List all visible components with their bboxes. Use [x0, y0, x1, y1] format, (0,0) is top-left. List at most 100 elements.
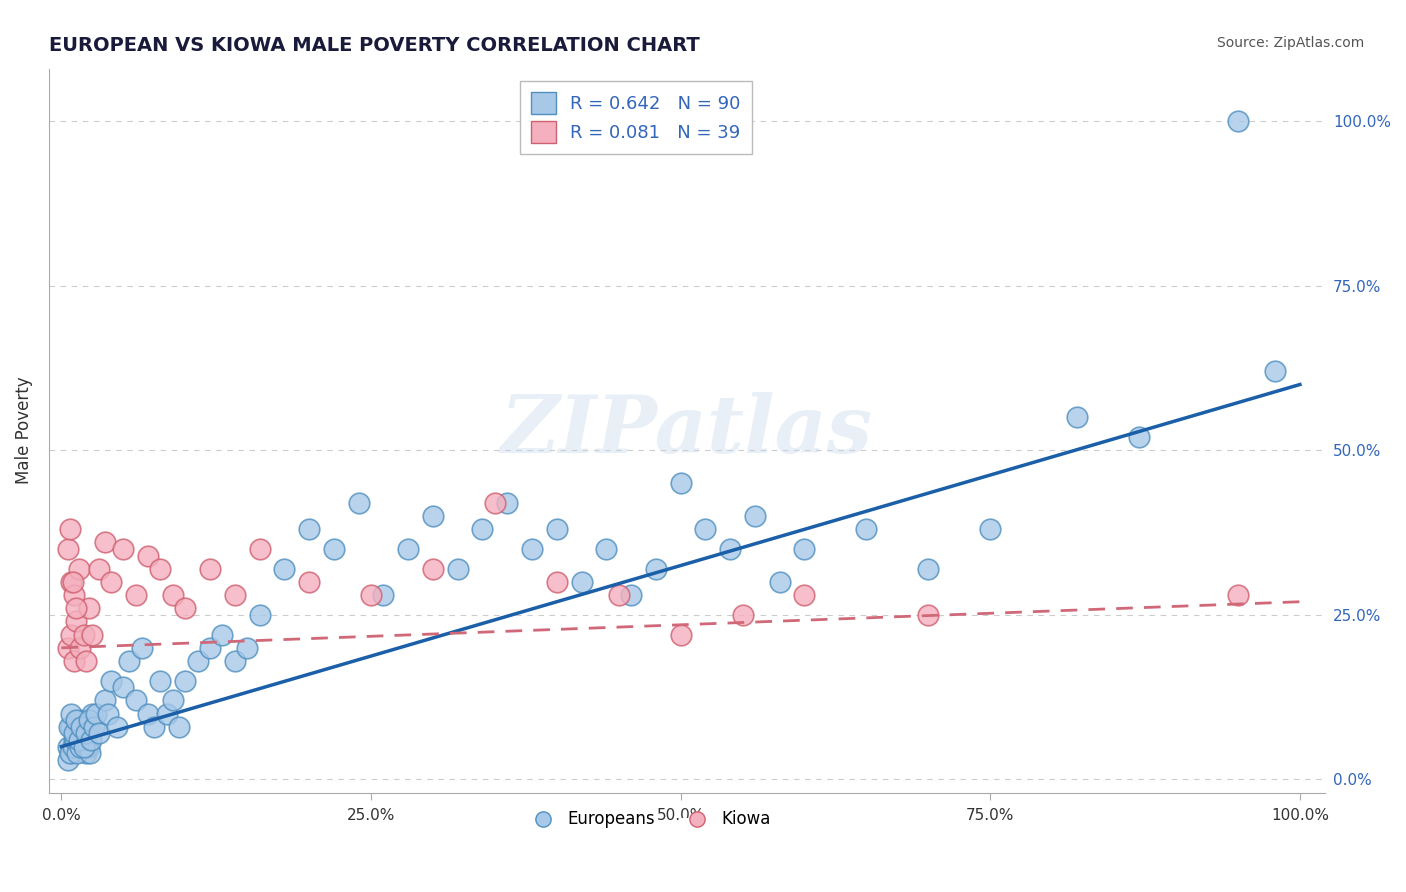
Point	[112, 542, 135, 557]
Point	[211, 628, 233, 642]
Point	[298, 574, 321, 589]
Point	[156, 706, 179, 721]
Point	[793, 542, 815, 557]
Point	[917, 607, 939, 622]
Point	[76, 739, 98, 754]
Point	[793, 588, 815, 602]
Point	[65, 713, 87, 727]
Text: EUROPEAN VS KIOWA MALE POVERTY CORRELATION CHART: EUROPEAN VS KIOWA MALE POVERTY CORRELATI…	[49, 36, 700, 54]
Point	[69, 640, 91, 655]
Point	[93, 693, 115, 707]
Point	[84, 706, 107, 721]
Point	[87, 726, 110, 740]
Point	[62, 588, 84, 602]
Point	[620, 588, 643, 602]
Point	[82, 706, 104, 721]
Point	[67, 733, 90, 747]
Point	[60, 628, 83, 642]
Point	[236, 640, 259, 655]
Point	[162, 693, 184, 707]
Point	[149, 562, 172, 576]
Point	[59, 522, 82, 536]
Point	[136, 549, 159, 563]
Point	[484, 496, 506, 510]
Point	[77, 601, 100, 615]
Point	[67, 726, 90, 740]
Point	[112, 681, 135, 695]
Point	[56, 542, 79, 557]
Point	[73, 733, 96, 747]
Point	[72, 628, 94, 642]
Point	[298, 522, 321, 536]
Point	[669, 476, 692, 491]
Point	[62, 739, 84, 754]
Point	[63, 733, 86, 747]
Point	[131, 640, 153, 655]
Point	[520, 542, 543, 557]
Point	[56, 753, 79, 767]
Point	[62, 733, 84, 747]
Point	[93, 535, 115, 549]
Point	[79, 746, 101, 760]
Point	[65, 726, 87, 740]
Point	[100, 673, 122, 688]
Point	[59, 746, 82, 760]
Point	[82, 628, 104, 642]
Point	[69, 739, 91, 754]
Point	[72, 733, 94, 747]
Point	[60, 706, 83, 721]
Point	[80, 733, 103, 747]
Point	[1128, 430, 1150, 444]
Point	[60, 574, 83, 589]
Point	[149, 673, 172, 688]
Point	[855, 522, 877, 536]
Point	[1264, 364, 1286, 378]
Point	[731, 607, 754, 622]
Point	[124, 588, 146, 602]
Point	[62, 654, 84, 668]
Point	[87, 562, 110, 576]
Point	[72, 726, 94, 740]
Point	[322, 542, 344, 557]
Point	[373, 588, 395, 602]
Point	[979, 522, 1001, 536]
Point	[65, 733, 87, 747]
Point	[595, 542, 617, 557]
Y-axis label: Male Poverty: Male Poverty	[15, 376, 32, 484]
Point	[62, 574, 84, 589]
Point	[70, 739, 93, 754]
Point	[249, 607, 271, 622]
Point	[496, 496, 519, 510]
Point	[224, 654, 246, 668]
Legend: Europeans, Kiowa: Europeans, Kiowa	[519, 804, 778, 835]
Point	[174, 601, 197, 615]
Point	[571, 574, 593, 589]
Point	[83, 720, 105, 734]
Point	[65, 615, 87, 629]
Point	[695, 522, 717, 536]
Point	[56, 640, 79, 655]
Point	[187, 654, 209, 668]
Point	[69, 713, 91, 727]
Point	[249, 542, 271, 557]
Point	[422, 509, 444, 524]
Point	[118, 654, 141, 668]
Point	[136, 706, 159, 721]
Point	[62, 739, 84, 754]
Point	[75, 726, 97, 740]
Point	[60, 720, 83, 734]
Point	[1066, 410, 1088, 425]
Point	[124, 693, 146, 707]
Point	[1226, 114, 1249, 128]
Text: Source: ZipAtlas.com: Source: ZipAtlas.com	[1216, 36, 1364, 50]
Point	[75, 733, 97, 747]
Point	[60, 746, 83, 760]
Point	[72, 739, 94, 754]
Point	[77, 739, 100, 754]
Point	[75, 746, 97, 760]
Point	[447, 562, 470, 576]
Point	[718, 542, 741, 557]
Point	[273, 562, 295, 576]
Point	[62, 726, 84, 740]
Point	[100, 574, 122, 589]
